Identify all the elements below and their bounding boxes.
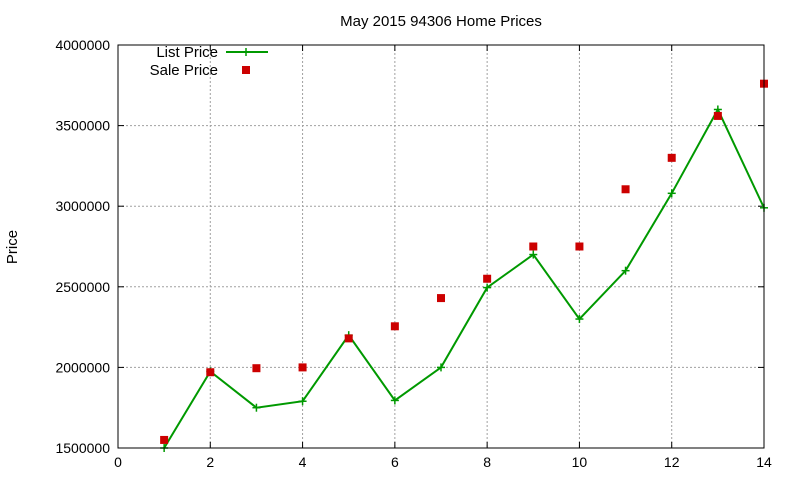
x-tick-label: 6 (391, 454, 399, 470)
y-tick-label: 2500000 (55, 279, 110, 295)
x-tick-label: 4 (299, 454, 307, 470)
legend-label: List Price (156, 44, 218, 61)
x-tick-label: 12 (664, 454, 680, 470)
y-tick-label: 3000000 (55, 198, 110, 214)
plot-area (160, 79, 768, 452)
grid (118, 45, 764, 448)
data-point (667, 189, 676, 198)
data-point (667, 153, 676, 162)
data-point (437, 363, 445, 372)
x-tick-label: 10 (572, 454, 588, 470)
series-1 (160, 105, 768, 452)
data-point (575, 242, 584, 251)
data-point (252, 403, 261, 412)
data-point (298, 397, 307, 406)
legend-marker (242, 66, 250, 74)
chart-title: May 2015 94306 Home Prices (340, 13, 542, 30)
data-point (437, 294, 445, 303)
y-tick-label: 4000000 (55, 37, 110, 53)
data-point (529, 242, 538, 251)
data-point (160, 435, 169, 444)
data-point (344, 334, 353, 343)
x-tick-label: 0 (114, 454, 122, 470)
x-tick-label: 14 (756, 454, 772, 470)
data-point (575, 315, 584, 324)
y-tick-label: 2000000 (55, 359, 110, 375)
legend-item: List Price (156, 44, 268, 61)
data-point (206, 368, 215, 377)
data-point (529, 250, 538, 259)
legend-marker (242, 48, 250, 56)
data-point (390, 322, 399, 331)
series-2 (160, 79, 768, 444)
axes: 0 2 4 6 8 10 12 14 1500000 2000000 2500000 3000000 3… (55, 37, 772, 470)
x-tick-label: 2 (206, 454, 214, 470)
data-point (390, 396, 399, 405)
data-point (621, 185, 630, 194)
y-tick-label: 3500000 (55, 118, 110, 134)
legend-label: Sale Price (150, 62, 218, 79)
data-point (713, 111, 722, 120)
data-point (252, 364, 261, 373)
series-line (163, 107, 765, 449)
plot-frame (117, 44, 765, 449)
y-tick-label: 1500000 (55, 440, 110, 456)
data-point (483, 274, 492, 283)
legend-item: Sale Price (150, 62, 250, 79)
x-tick-label: 8 (483, 454, 491, 470)
data-point (621, 266, 630, 275)
data-point (483, 283, 492, 292)
y-axis-label: Price (4, 230, 21, 264)
data-point (298, 363, 307, 372)
